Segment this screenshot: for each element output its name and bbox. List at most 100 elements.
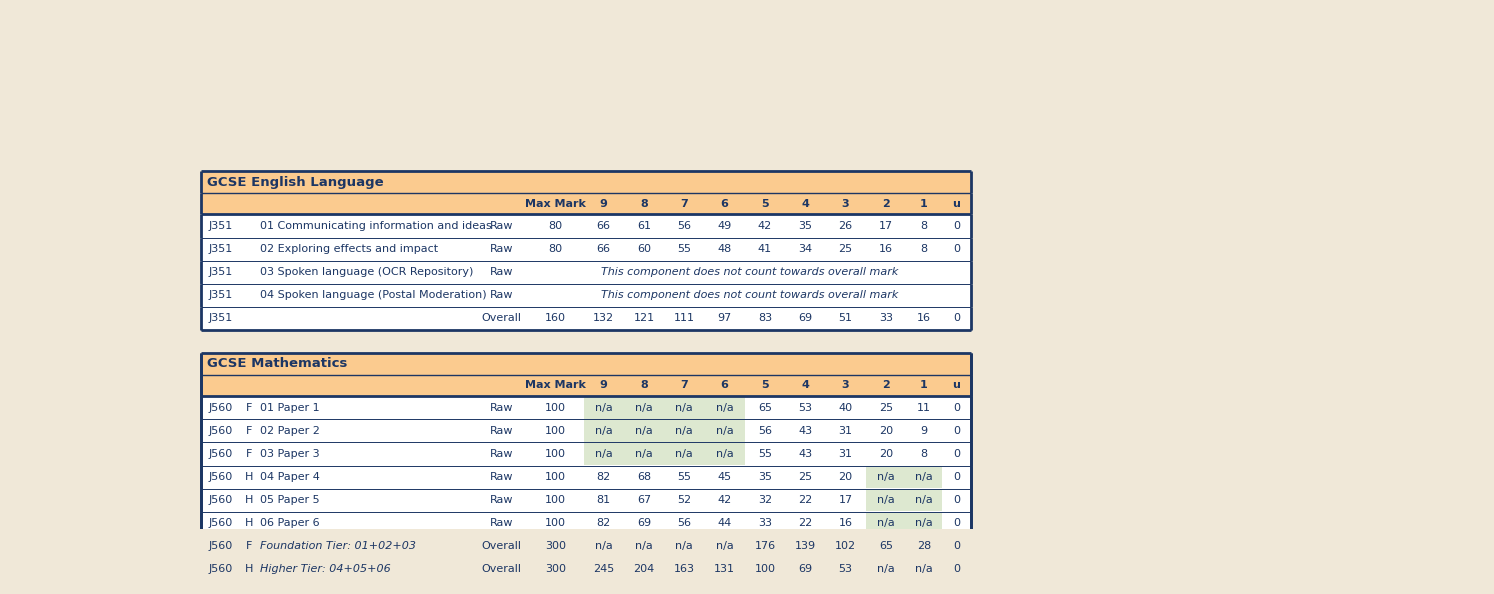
Text: Max Mark: Max Mark (526, 199, 586, 208)
Text: 05 Paper 5: 05 Paper 5 (260, 495, 320, 505)
Text: n/a: n/a (877, 519, 895, 528)
Text: 7: 7 (680, 380, 689, 390)
Bar (624, 397, 665, 419)
Text: 26: 26 (838, 221, 853, 231)
Text: Raw: Raw (490, 221, 512, 231)
Text: 33: 33 (878, 314, 893, 324)
Text: 80: 80 (548, 221, 563, 231)
Text: 65: 65 (878, 541, 893, 551)
Text: 1: 1 (920, 380, 928, 390)
Bar (200, 261, 971, 284)
Text: 55: 55 (757, 449, 772, 459)
Text: 5: 5 (760, 199, 769, 208)
Bar (865, 466, 905, 488)
Text: Raw: Raw (490, 449, 512, 459)
Text: 51: 51 (838, 314, 853, 324)
Text: n/a: n/a (595, 403, 613, 413)
Text: 48: 48 (717, 244, 732, 254)
Text: 111: 111 (674, 314, 695, 324)
Bar (584, 397, 624, 419)
Bar (200, 353, 971, 375)
Text: J560: J560 (209, 564, 233, 574)
Text: J560: J560 (209, 519, 233, 528)
Text: 22: 22 (798, 519, 813, 528)
Text: 139: 139 (795, 541, 816, 551)
Text: 82: 82 (596, 472, 611, 482)
Text: 68: 68 (636, 472, 651, 482)
Text: 100: 100 (545, 426, 566, 436)
Text: GCSE Mathematics: GCSE Mathematics (206, 358, 347, 371)
Text: 0: 0 (953, 564, 959, 574)
Text: n/a: n/a (716, 449, 734, 459)
Text: 52: 52 (677, 495, 692, 505)
Text: 32: 32 (757, 495, 772, 505)
Text: 41: 41 (757, 244, 772, 254)
Text: 42: 42 (717, 495, 732, 505)
Text: Raw: Raw (490, 426, 512, 436)
Bar (200, 284, 971, 307)
Text: u: u (952, 199, 961, 208)
Text: 33: 33 (757, 519, 772, 528)
Text: 02 Paper 2: 02 Paper 2 (260, 426, 320, 436)
Text: Foundation Tier: 01+02+03: Foundation Tier: 01+02+03 (260, 541, 417, 551)
Text: 44: 44 (717, 519, 732, 528)
Text: 1: 1 (920, 199, 928, 208)
Text: 8: 8 (639, 199, 648, 208)
Bar (624, 420, 665, 442)
Text: 49: 49 (717, 221, 732, 231)
Bar (200, 419, 971, 443)
Text: 0: 0 (953, 495, 959, 505)
Text: J560: J560 (209, 426, 233, 436)
Text: 5: 5 (760, 380, 769, 390)
Text: F: F (247, 426, 252, 436)
Bar (665, 443, 705, 465)
Text: GCSE English Language: GCSE English Language (206, 176, 384, 189)
Bar (200, 238, 971, 261)
Text: Raw: Raw (490, 290, 512, 301)
Bar (200, 214, 971, 238)
Text: 55: 55 (677, 244, 692, 254)
Text: 4: 4 (801, 199, 810, 208)
Text: 35: 35 (798, 221, 813, 231)
Text: 8: 8 (920, 221, 928, 231)
Text: 8: 8 (639, 380, 648, 390)
Text: 100: 100 (545, 449, 566, 459)
Text: 31: 31 (838, 426, 853, 436)
Text: Raw: Raw (490, 403, 512, 413)
Text: 35: 35 (757, 472, 772, 482)
Text: F: F (247, 541, 252, 551)
Text: u: u (952, 380, 961, 390)
Text: 97: 97 (717, 314, 732, 324)
Text: 0: 0 (953, 449, 959, 459)
Bar (200, 172, 971, 193)
Text: 245: 245 (593, 564, 614, 574)
Text: This component does not count towards overall mark: This component does not count towards ov… (601, 290, 898, 301)
Text: 53: 53 (838, 564, 853, 574)
Bar (905, 559, 941, 580)
Text: Raw: Raw (490, 244, 512, 254)
Text: 04 Paper 4: 04 Paper 4 (260, 472, 320, 482)
Text: 204: 204 (633, 564, 654, 574)
Text: 7: 7 (680, 199, 689, 208)
Text: Raw: Raw (490, 519, 512, 528)
Text: 100: 100 (545, 519, 566, 528)
Text: n/a: n/a (716, 426, 734, 436)
Text: 69: 69 (798, 314, 813, 324)
Text: 0: 0 (953, 541, 959, 551)
Bar (905, 466, 941, 488)
Bar (200, 375, 971, 396)
Text: 102: 102 (835, 541, 856, 551)
Text: 56: 56 (677, 519, 692, 528)
Text: Overall: Overall (481, 314, 521, 324)
Text: F: F (247, 403, 252, 413)
Text: 01 Paper 1: 01 Paper 1 (260, 403, 320, 413)
Text: 43: 43 (798, 426, 813, 436)
Text: H: H (245, 519, 254, 528)
Text: 25: 25 (798, 472, 813, 482)
Text: 8: 8 (920, 244, 928, 254)
Text: 9: 9 (920, 426, 928, 436)
Text: J351: J351 (209, 314, 233, 324)
Text: 121: 121 (633, 314, 654, 324)
Bar (584, 443, 624, 465)
Text: 17: 17 (838, 495, 853, 505)
